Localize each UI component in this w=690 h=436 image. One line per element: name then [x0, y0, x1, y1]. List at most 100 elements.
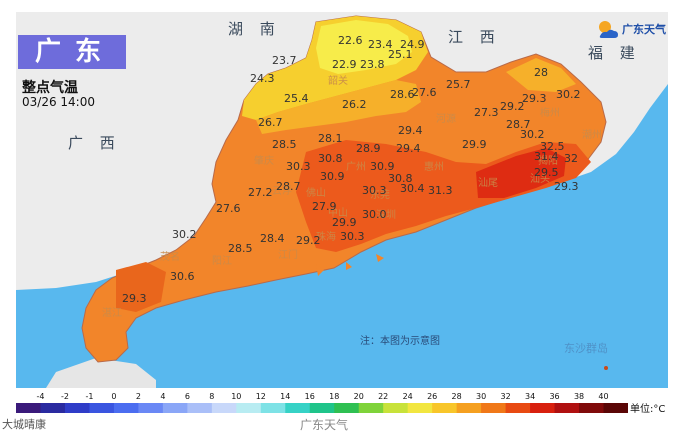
legend-swatch — [554, 403, 580, 413]
city-label: 惠州 — [424, 160, 444, 173]
zone-hottest — [476, 148, 566, 198]
legend-swatch — [432, 403, 458, 413]
temperature-reading: 29.3 — [554, 180, 579, 193]
temperature-reading: 29.2 — [296, 234, 321, 247]
zone-coolest-north — [316, 20, 412, 74]
temperature-reading: 25.1 — [388, 48, 413, 61]
city-label: 珠海 — [316, 230, 336, 243]
temperature-reading: 30.2 — [520, 128, 545, 141]
hainan-island — [46, 358, 156, 388]
city-label: 阳江 — [212, 255, 232, 267]
legend-swatch — [530, 403, 556, 413]
temperature-reading: 27.6 — [412, 86, 437, 99]
temperature-reading: 30.3 — [362, 184, 387, 197]
label-guangxi: 广 西 — [68, 134, 121, 152]
label-jiangxi: 江 西 — [448, 28, 501, 46]
temperature-reading: 29.4 — [398, 124, 423, 137]
legend-swatch — [64, 403, 90, 413]
legend-swatch — [603, 403, 628, 413]
temperature-reading: 23.7 — [272, 54, 297, 67]
legend-swatch — [358, 403, 384, 413]
legend-swatch — [309, 403, 335, 413]
legend-tick-label: 6 — [185, 392, 190, 401]
city-label: 肇庆 — [254, 154, 274, 167]
temperature-reading: 30.0 — [362, 208, 387, 221]
temperature-reading: 28.7 — [506, 118, 531, 131]
city-label: 茂名 — [160, 250, 180, 263]
legend-tick-label: -2 — [61, 392, 69, 401]
temperature-reading: 24.9 — [400, 38, 425, 51]
legend-swatch — [407, 403, 433, 413]
legend-tick-label: 40 — [598, 392, 608, 401]
temperature-reading: 30.3 — [340, 230, 365, 243]
footer-watermark-center: 广东天气 — [300, 418, 349, 432]
legend-tick-label: 24 — [403, 392, 413, 401]
temperature-reading: 29.9 — [462, 138, 487, 151]
legend-swatch — [481, 403, 507, 413]
temperature-reading: 25.7 — [446, 78, 471, 91]
temperature-reading: 25.4 — [284, 92, 309, 105]
legend-tick-label: 32 — [501, 392, 511, 401]
temperature-reading: 22.9 — [332, 58, 357, 71]
legend-tick-label: 34 — [525, 392, 535, 401]
temperature-reading: 30.2 — [556, 88, 581, 101]
temperature-reading: 30.9 — [370, 160, 395, 173]
legend-swatch — [334, 403, 360, 413]
legend-swatch — [162, 403, 188, 413]
temperature-reading: 28.4 — [260, 232, 285, 245]
city-label: 河源 — [436, 112, 456, 125]
legend-tick-label: -1 — [85, 392, 93, 401]
temperature-reading: 28.5 — [228, 242, 253, 255]
temperature-reading: 30.4 — [400, 182, 425, 195]
legend-swatch — [285, 403, 311, 413]
label-fujian: 福 建 — [588, 44, 641, 62]
legend-swatch — [579, 403, 605, 413]
city-label: 佛山 — [306, 186, 326, 199]
temperature-reading: 27.9 — [312, 200, 337, 213]
temperature-reading: 32.5 — [540, 140, 565, 153]
legend-swatch — [187, 403, 213, 413]
temperature-map: 湖 南 江 西 福 建 广 西 韶关 河源 肇庆 广州 惠州 梅州 潮州 汕尾 … — [16, 12, 668, 388]
temperature-reading: 24.3 — [250, 72, 275, 85]
city-label: 中山 — [328, 206, 348, 219]
temperature-reading: 30.3 — [286, 160, 311, 173]
temperature-reading: 26.2 — [342, 98, 367, 111]
city-label: 汕头 — [530, 173, 550, 185]
footer-watermark-left: 大城晴康 — [2, 418, 46, 431]
legend-tick-label: 38 — [574, 392, 584, 401]
legend-swatch — [40, 403, 66, 413]
city-label: 潮州 — [582, 128, 602, 141]
city-label: 湛江 — [102, 307, 122, 319]
legend-swatch — [16, 403, 41, 413]
temperature-reading: 29.4 — [396, 142, 421, 155]
city-label: 云浮 — [272, 185, 292, 197]
region-badge: 广东 — [18, 35, 126, 69]
temperature-reading: 28.5 — [272, 138, 297, 151]
temperature-reading: 28.6 — [390, 88, 415, 101]
temperature-reading: 27.3 — [474, 106, 499, 119]
temperature-reading: 23.4 — [368, 38, 393, 51]
temperature-reading: 31.3 — [428, 184, 453, 197]
zone-mild — [256, 80, 421, 134]
legend-tick-label: 14 — [280, 392, 290, 401]
dongsha-islands — [604, 366, 608, 370]
legend-tick-label: 20 — [354, 392, 364, 401]
temperature-reading: 23.8 — [360, 58, 385, 71]
legend-tick-label: 18 — [329, 392, 339, 401]
label-hunan: 湖 南 — [228, 20, 281, 38]
temperature-readings: 22.6 23.4 24.9 25.1 23.7 22.9 23.8 24.3 … — [122, 34, 581, 305]
legend-swatch — [211, 403, 237, 413]
temperature-reading: 27.2 — [248, 186, 273, 199]
temperature-reading: 29.2 — [500, 100, 525, 113]
legend-tick-label: 22 — [378, 392, 388, 401]
temperature-reading: 29.5 — [534, 166, 559, 179]
zone-mild-east — [506, 58, 576, 92]
legend-tick-label: 30 — [476, 392, 486, 401]
legend-tick-label: -4 — [36, 392, 44, 401]
disclaimer-note: 注：本图为示意图 — [360, 334, 440, 347]
temperature-reading: 28 — [534, 66, 548, 79]
city-label: 东莞 — [370, 188, 390, 201]
legend-tick-label: 2 — [136, 392, 141, 401]
temperature-reading: 32 — [564, 152, 578, 165]
